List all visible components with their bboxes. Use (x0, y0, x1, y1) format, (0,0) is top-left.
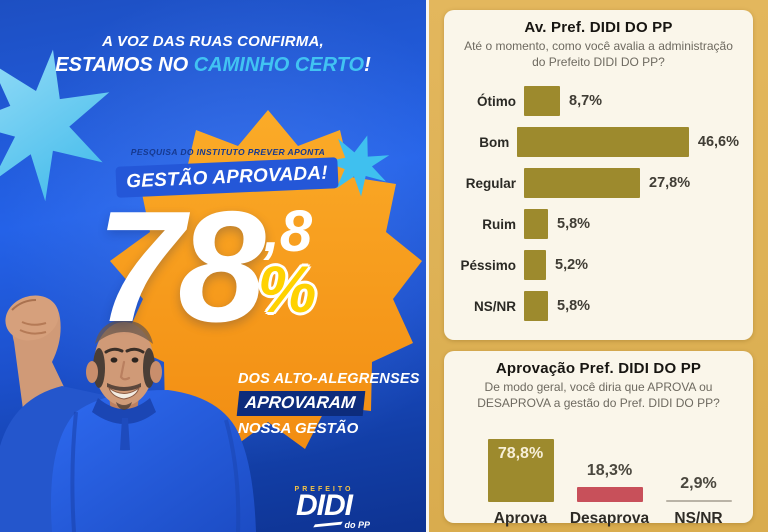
evaluation-category-label: Ótimo (477, 93, 516, 109)
evaluation-value-label: 5,2% (555, 257, 589, 274)
approval-value-label: 2,9% (680, 475, 717, 493)
evaluation-value-label: 46,6% (697, 134, 739, 151)
approval-category-label: NS/NR (674, 510, 723, 528)
evaluation-bar (524, 291, 548, 322)
evaluation-chart-subtitle: Até o momento, como você avalia a admini… (464, 39, 733, 69)
evaluation-bar-row: Regular 27,8% (458, 168, 739, 199)
evaluation-bar-row: Péssimo 5,2% (458, 250, 739, 281)
approval-column: 2,9% NS/NR (658, 475, 739, 528)
evaluation-bar (524, 250, 546, 281)
approval-category-label: Aprova (493, 510, 548, 528)
evaluation-category-label: Bom (479, 134, 510, 150)
logo-prefeito-label: PREFEITO (294, 486, 354, 493)
big-number-percent-sign: % (257, 252, 317, 327)
v-bar-columns: 78,8% Aprova 18,3% Desaprova 2,9% NS/NR (480, 439, 739, 528)
evaluation-bar-row: NS/NR 5,8% (458, 291, 739, 322)
approval-chart-panel: Aprovação Pref. DIDI DO PP De modo geral… (444, 351, 753, 527)
evaluation-category-label: Ruim (482, 216, 516, 232)
approval-bar: 78,8% (487, 439, 554, 503)
evaluation-category-label: Regular (465, 175, 516, 191)
result-caption: DOS ALTO-ALEGRENSES APROVARAM NOSSA GEST… (236, 371, 420, 437)
evaluation-category-label: Péssimo (460, 257, 516, 273)
tagline-line2-suffix: ! (364, 54, 371, 76)
evaluation-value-label: 5,8% (557, 216, 591, 233)
evaluation-chart-title: Av. Pref. DIDI DO PP (524, 19, 673, 36)
campaign-poster: A VOZ DAS RUAS CONFIRMA, ESTAMOS NO CAMI… (0, 0, 426, 532)
logo-name: DIDI (296, 489, 353, 522)
approval-value-label: 18,3% (586, 462, 633, 480)
result-line3: NOSSA GESTÃO (238, 420, 359, 437)
approval-chart-subtitle: De modo geral, você diria que APROVA ou … (477, 380, 720, 410)
approval-value-label: 78,8% (497, 445, 544, 463)
tagline-line2-highlight: CAMINHO CERTO (193, 54, 365, 76)
evaluation-value-label: 27,8% (649, 175, 691, 192)
survey-section: Av. Pref. DIDI DO PP Até o momento, como… (426, 0, 768, 532)
approval-column: 18,3% Desaprova (569, 462, 650, 528)
poster-artwork (0, 49, 422, 532)
evaluation-category-label: NS/NR (473, 298, 516, 314)
evaluation-chart-panel: Av. Pref. DIDI DO PP Até o momento, como… (444, 10, 753, 341)
evaluation-value-label: 5,8% (557, 298, 591, 315)
big-number-integer: 78 (96, 179, 266, 355)
badge-kicker: PESQUISA DO INSTITUTO PREVER APONTA (130, 147, 326, 157)
tagline-line1: A VOZ DAS RUAS CONFIRMA, (102, 33, 324, 50)
evaluation-bar (524, 86, 560, 117)
logo-swoosh (313, 521, 344, 528)
evaluation-bar-row: Ruim 5,8% (458, 209, 739, 240)
approval-bar (665, 500, 732, 503)
tagline-line2-prefix: ESTAMOS NO (55, 54, 194, 76)
result-line1: DOS ALTO-ALEGRENSES (238, 371, 420, 387)
big-number-decimal: ,8 (263, 199, 313, 264)
didi-logo: PREFEITO DIDI do PP (272, 486, 376, 530)
evaluation-value-label: 8,7% (569, 93, 603, 110)
approval-bar (576, 487, 643, 503)
approval-category-label: Desaprova (569, 510, 650, 528)
cyan-star-large (0, 49, 110, 202)
result-line2: APROVARAM (236, 391, 366, 416)
approval-chart-title: Aprovação Pref. DIDI DO PP (495, 360, 702, 378)
orange-starburst (110, 110, 422, 449)
evaluation-bar (524, 209, 548, 240)
evaluation-bar-row: Bom 46,6% (458, 127, 739, 158)
cyan-star-small (325, 135, 390, 197)
evaluation-bar (524, 168, 640, 199)
mayor-photo (0, 295, 256, 532)
approval-big-number: 78 ,8 % (96, 179, 317, 355)
h-bar-rows: Ótimo 8,7% Bom 46,6% Regular 27,8% Ruim 5,8% Pés… (458, 86, 739, 322)
evaluation-bar (517, 127, 689, 158)
approval-column: 78,8% Aprova (480, 439, 561, 528)
evaluation-bar-row: Ótimo 8,7% (458, 86, 739, 117)
tagline-line2: ESTAMOS NO CAMINHO CERTO! (0, 54, 426, 77)
logo-party-label: do PP (344, 519, 370, 530)
